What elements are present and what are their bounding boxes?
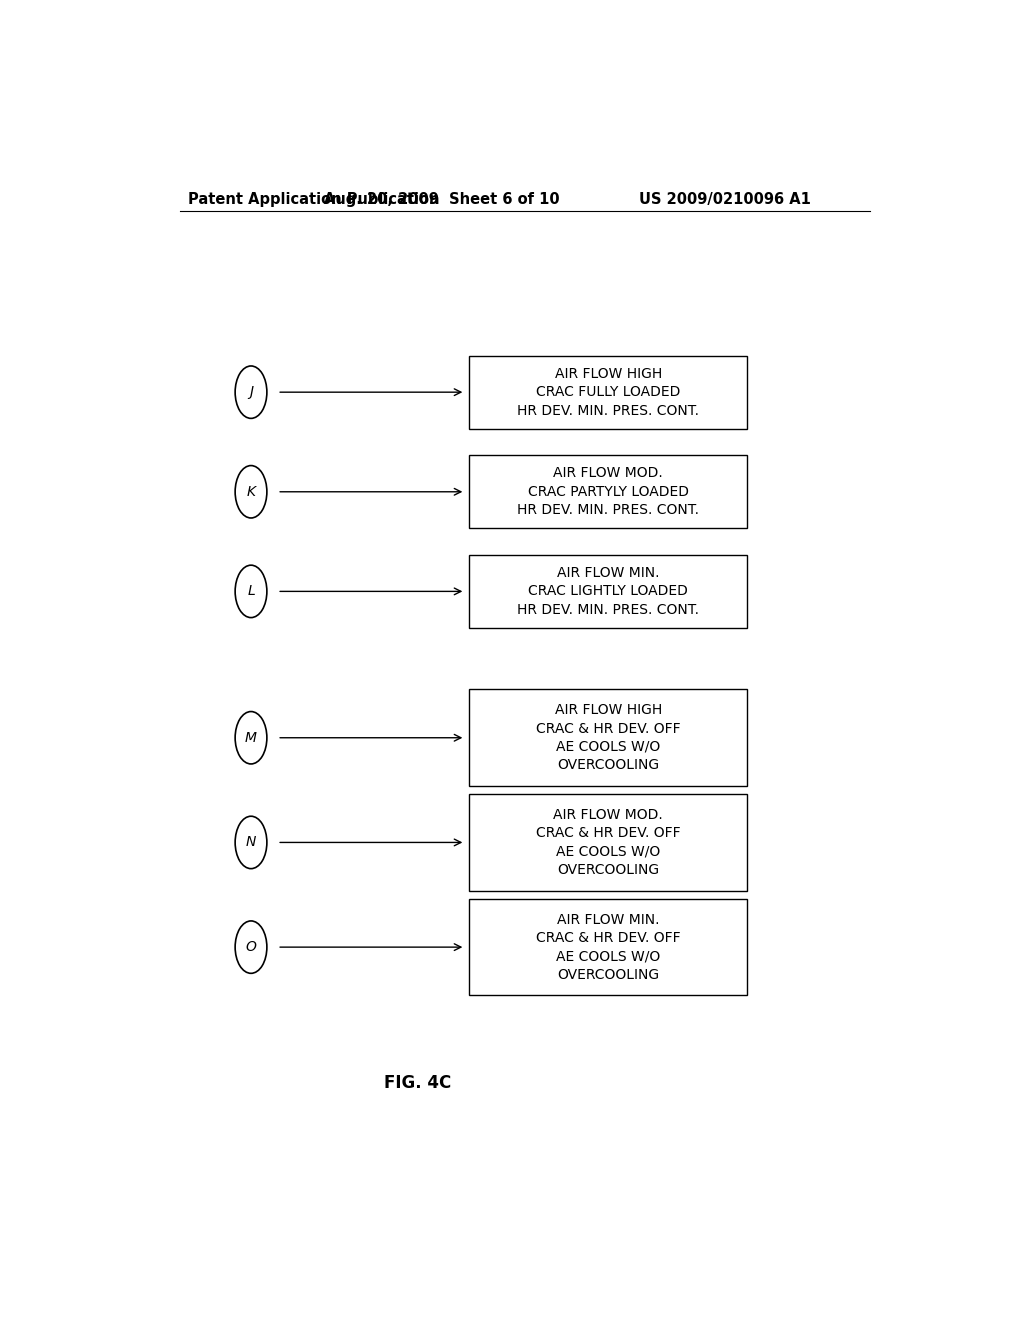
Text: Aug. 20, 2009  Sheet 6 of 10: Aug. 20, 2009 Sheet 6 of 10 xyxy=(324,191,559,206)
Text: M: M xyxy=(245,731,257,744)
FancyBboxPatch shape xyxy=(469,689,748,785)
Text: N: N xyxy=(246,836,256,850)
Text: FIG. 4C: FIG. 4C xyxy=(384,1074,452,1093)
Text: Patent Application Publication: Patent Application Publication xyxy=(187,191,439,206)
FancyBboxPatch shape xyxy=(469,355,748,429)
Text: AIR FLOW MOD.
CRAC & HR DEV. OFF
AE COOLS W/O
OVERCOOLING: AIR FLOW MOD. CRAC & HR DEV. OFF AE COOL… xyxy=(536,808,680,876)
Text: AIR FLOW MIN.
CRAC & HR DEV. OFF
AE COOLS W/O
OVERCOOLING: AIR FLOW MIN. CRAC & HR DEV. OFF AE COOL… xyxy=(536,912,680,982)
FancyBboxPatch shape xyxy=(469,899,748,995)
Text: AIR FLOW MOD.
CRAC PARTYLY LOADED
HR DEV. MIN. PRES. CONT.: AIR FLOW MOD. CRAC PARTYLY LOADED HR DEV… xyxy=(517,466,699,517)
Text: US 2009/0210096 A1: US 2009/0210096 A1 xyxy=(639,191,811,206)
FancyBboxPatch shape xyxy=(469,455,748,528)
Text: AIR FLOW HIGH
CRAC FULLY LOADED
HR DEV. MIN. PRES. CONT.: AIR FLOW HIGH CRAC FULLY LOADED HR DEV. … xyxy=(517,367,699,417)
Text: AIR FLOW HIGH
CRAC & HR DEV. OFF
AE COOLS W/O
OVERCOOLING: AIR FLOW HIGH CRAC & HR DEV. OFF AE COOL… xyxy=(536,704,680,772)
FancyBboxPatch shape xyxy=(469,554,748,628)
FancyBboxPatch shape xyxy=(469,795,748,891)
Text: L: L xyxy=(247,585,255,598)
Text: AIR FLOW MIN.
CRAC LIGHTLY LOADED
HR DEV. MIN. PRES. CONT.: AIR FLOW MIN. CRAC LIGHTLY LOADED HR DEV… xyxy=(517,566,699,616)
Text: O: O xyxy=(246,940,256,954)
Text: J: J xyxy=(249,385,253,399)
Text: K: K xyxy=(247,484,256,499)
